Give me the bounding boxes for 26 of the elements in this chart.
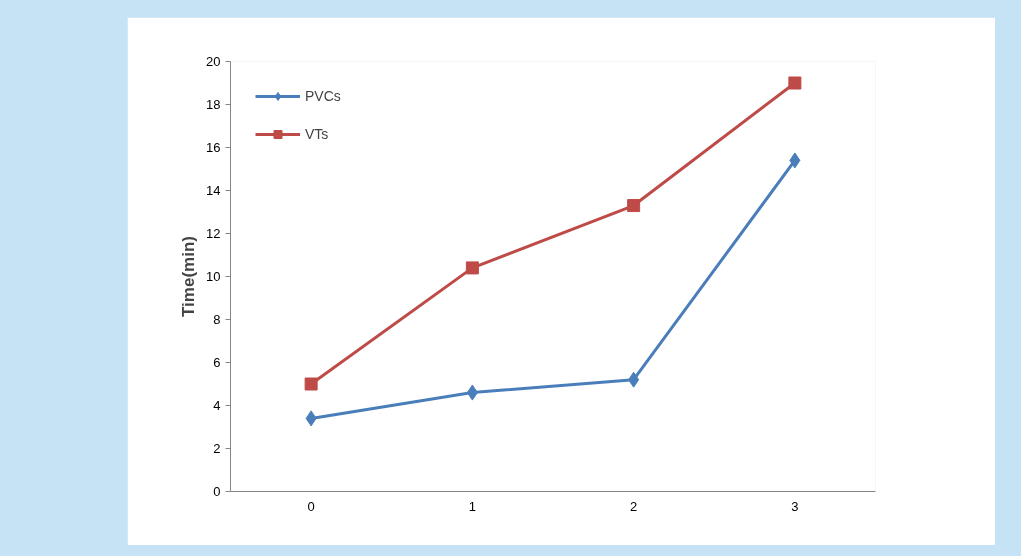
point — [305, 410, 317, 427]
y-axis-title: Time(min) — [179, 236, 199, 317]
x-tick-label: 3 — [791, 498, 799, 514]
point — [465, 261, 479, 275]
y-tick-label: 8 — [213, 312, 221, 327]
y-tick-label: 20 — [206, 54, 221, 69]
y-tick-label: 6 — [213, 355, 221, 370]
y-tick-label: 4 — [213, 398, 221, 413]
legend-label: PVCs — [305, 88, 341, 104]
legend-label: VTs — [305, 126, 329, 142]
y-tick-label: 0 — [213, 484, 221, 499]
point — [627, 199, 641, 213]
y-tick-label: 12 — [206, 226, 221, 241]
y-tick-label: 16 — [206, 140, 221, 155]
x-tick-label: 1 — [468, 498, 476, 514]
y-tick-label: 14 — [206, 183, 221, 198]
point — [304, 377, 318, 391]
y-tick-label: 18 — [206, 97, 221, 112]
x-tick-label: 2 — [630, 498, 638, 514]
y-tick-label: 10 — [206, 269, 221, 284]
point — [788, 76, 802, 90]
point — [628, 371, 640, 388]
point — [789, 152, 801, 169]
point — [466, 384, 478, 401]
y-tick-label: 2 — [213, 441, 221, 456]
x-tick-label: 0 — [307, 498, 315, 514]
